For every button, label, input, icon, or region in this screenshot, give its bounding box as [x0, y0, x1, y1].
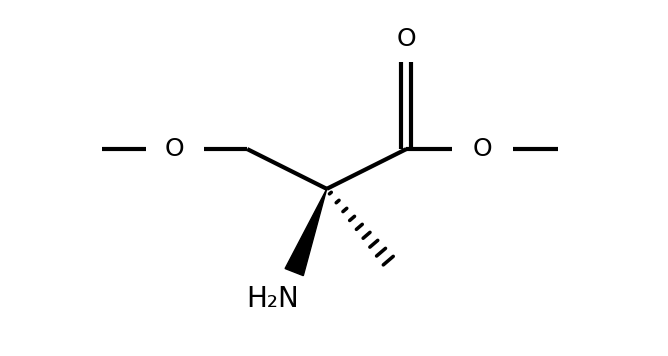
- Text: O: O: [397, 27, 416, 51]
- Text: H₂N: H₂N: [246, 285, 299, 313]
- Text: O: O: [472, 137, 492, 161]
- Polygon shape: [285, 189, 327, 276]
- Text: O: O: [165, 137, 184, 161]
